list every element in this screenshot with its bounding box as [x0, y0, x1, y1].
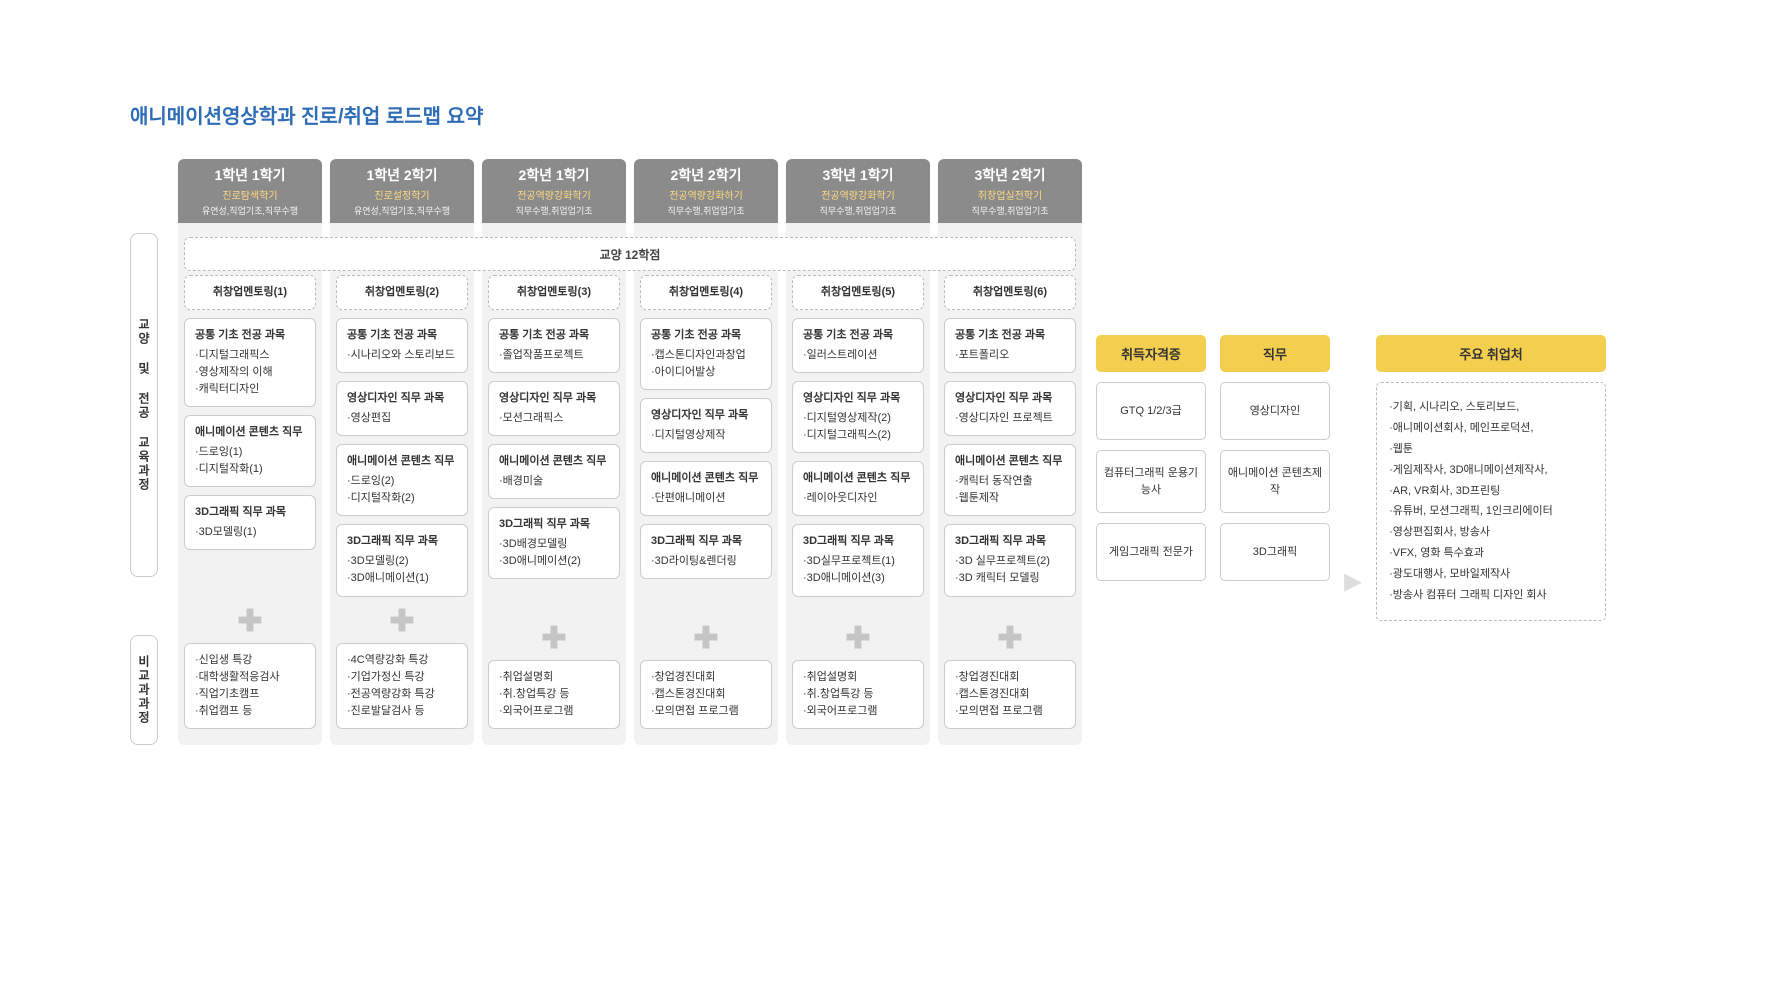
- semester-header: 2학년 1학기전공역량강화학기직무수행,취업업기초: [482, 159, 626, 223]
- semester-header: 3학년 1학기전공역량강화학기직무수행,취업업기초: [786, 159, 930, 223]
- course-box: 애니메이션 콘텐츠 직무드로잉(2)디지털작화(2): [336, 444, 468, 516]
- course-box: 3D그래픽 직무 과목3D모델링(1): [184, 495, 316, 550]
- course-box: 애니메이션 콘텐츠 직무단편애니메이션: [640, 461, 772, 516]
- plus-icon: ✚: [488, 624, 620, 654]
- course-box: 공통 기초 전공 과목포트폴리오: [944, 318, 1076, 373]
- semester-header: 2학년 2학기전공역량강화하기직무수행,취업업기초: [634, 159, 778, 223]
- job-header: 직무: [1220, 335, 1330, 372]
- extracurricular-box: 창업경진대회캡스톤경진대회모의면접 프로그램: [640, 660, 772, 729]
- job-box: 3D그래픽: [1220, 523, 1330, 581]
- employer-column: 주요 취업처 기획, 시나리오, 스토리보드,애니메이션회사, 메인프로덕션,웹…: [1376, 335, 1606, 621]
- course-box: 3D그래픽 직무 과목3D실무프로젝트(1)3D애니메이션(3): [792, 524, 924, 596]
- course-box: 공통 기초 전공 과목졸업작품프로젝트: [488, 318, 620, 373]
- course-box: 영상디자인 직무 과목모션그래픽스: [488, 381, 620, 436]
- cert-box: GTQ 1/2/3급: [1096, 382, 1206, 440]
- semester-header: 3학년 2학기취창업실전학기직무수행,취업업기초: [938, 159, 1082, 223]
- plus-icon: ✚: [640, 624, 772, 654]
- job-column: 직무 영상디자인 애니메이션 콘텐츠제작 3D그래픽: [1220, 335, 1330, 581]
- plus-icon: ✚: [336, 607, 468, 637]
- course-box: 영상디자인 직무 과목영상편집: [336, 381, 468, 436]
- cert-box: 컴퓨터그래픽 운용기능사: [1096, 450, 1206, 513]
- course-box: 애니메이션 콘텐츠 직무캐릭터 동작연출웹툰제작: [944, 444, 1076, 516]
- course-box: 공통 기초 전공 과목시나리오와 스토리보드: [336, 318, 468, 373]
- semester-header: 1학년 1학기진로탐색학기유연성,직업기초,직무수행: [178, 159, 322, 223]
- employer-header: 주요 취업처: [1376, 335, 1606, 372]
- cert-header: 취득자격증: [1096, 335, 1206, 372]
- semester-header: 1학년 2학기진로설정학기유연성,직업기초,직무수행: [330, 159, 474, 223]
- extracurricular-box: 4C역량강화 특강기업가정신 특강전공역량강화 특강진로발달검사 등: [336, 643, 468, 729]
- row-label-curriculum: 교양 및 전공 교육과정: [130, 233, 158, 577]
- course-box: 공통 기초 전공 과목캡스톤디자인과창업아이디어발상: [640, 318, 772, 390]
- page-title: 애니메이션영상학과 진로/취업 로드맵 요약: [130, 100, 1662, 129]
- plus-icon: ✚: [944, 624, 1076, 654]
- course-box: 3D그래픽 직무 과목3D배경모델링3D애니메이션(2): [488, 507, 620, 579]
- extracurricular-box: 창업경진대회캡스톤경진대회모의면접 프로그램: [944, 660, 1076, 729]
- extracurricular-box: 취업설명회취.창업특강 등외국어프로그램: [488, 660, 620, 729]
- credit-bar: 교양 12학점: [184, 237, 1076, 271]
- course-box: 영상디자인 직무 과목디지털영상제작(2)디지털그래픽스(2): [792, 381, 924, 453]
- plus-icon: ✚: [184, 607, 316, 637]
- course-box: 공통 기초 전공 과목일러스트레이션: [792, 318, 924, 373]
- plus-icon: ✚: [792, 624, 924, 654]
- cert-column: 취득자격증 GTQ 1/2/3급 컴퓨터그래픽 운용기능사 게임그래픽 전문가: [1096, 335, 1206, 581]
- outcomes: 취득자격증 GTQ 1/2/3급 컴퓨터그래픽 운용기능사 게임그래픽 전문가 …: [1096, 159, 1606, 745]
- extracurricular-box: 취업설명회취.창업특강 등외국어프로그램: [792, 660, 924, 729]
- row-labels: 교양 및 전공 교육과정 비교과과정: [130, 159, 158, 745]
- course-box: 영상디자인 직무 과목영상디자인 프로젝트: [944, 381, 1076, 436]
- mentoring-box: 취창업멘토링(4): [640, 275, 772, 310]
- big-arrow-icon: ▸: [1344, 559, 1362, 601]
- mentoring-box: 취창업멘토링(5): [792, 275, 924, 310]
- course-box: 3D그래픽 직무 과목3D모델링(2)3D애니메이션(1): [336, 524, 468, 596]
- job-box: 애니메이션 콘텐츠제작: [1220, 450, 1330, 513]
- cert-box: 게임그래픽 전문가: [1096, 523, 1206, 581]
- course-box: 영상디자인 직무 과목디지털영상제작: [640, 398, 772, 453]
- row-label-extra: 비교과과정: [130, 635, 158, 745]
- job-box: 영상디자인: [1220, 382, 1330, 440]
- mentoring-box: 취창업멘토링(1): [184, 275, 316, 310]
- course-box: 공통 기초 전공 과목디지털그래픽스영상제작의 이해캐릭터디자인: [184, 318, 316, 407]
- roadmap: 교양 및 전공 교육과정 비교과과정 1학년 1학기진로탐색학기유연성,직업기초…: [130, 159, 1662, 745]
- mentoring-box: 취창업멘토링(2): [336, 275, 468, 310]
- course-box: 3D그래픽 직무 과목3D라이팅&렌더링: [640, 524, 772, 579]
- course-box: 애니메이션 콘텐츠 직무드로잉(1)디지털작화(1): [184, 415, 316, 487]
- course-box: 3D그래픽 직무 과목3D 실무프로젝트(2)3D 캐릭터 모델링: [944, 524, 1076, 596]
- mentoring-box: 취창업멘토링(3): [488, 275, 620, 310]
- extracurricular-box: 신입생 특강대학생활적응검사직업기초캠프취업캠프 등: [184, 643, 316, 729]
- semester-columns: 1학년 1학기진로탐색학기유연성,직업기초,직무수행취창업멘토링(1) 공통 기초…: [178, 159, 1082, 745]
- employer-box: 기획, 시나리오, 스토리보드,애니메이션회사, 메인프로덕션,웹툰게임제작사,…: [1376, 382, 1606, 621]
- course-box: 애니메이션 콘텐츠 직무배경미술: [488, 444, 620, 499]
- course-box: 애니메이션 콘텐츠 직무레이아웃디자인: [792, 461, 924, 516]
- mentoring-box: 취창업멘토링(6): [944, 275, 1076, 310]
